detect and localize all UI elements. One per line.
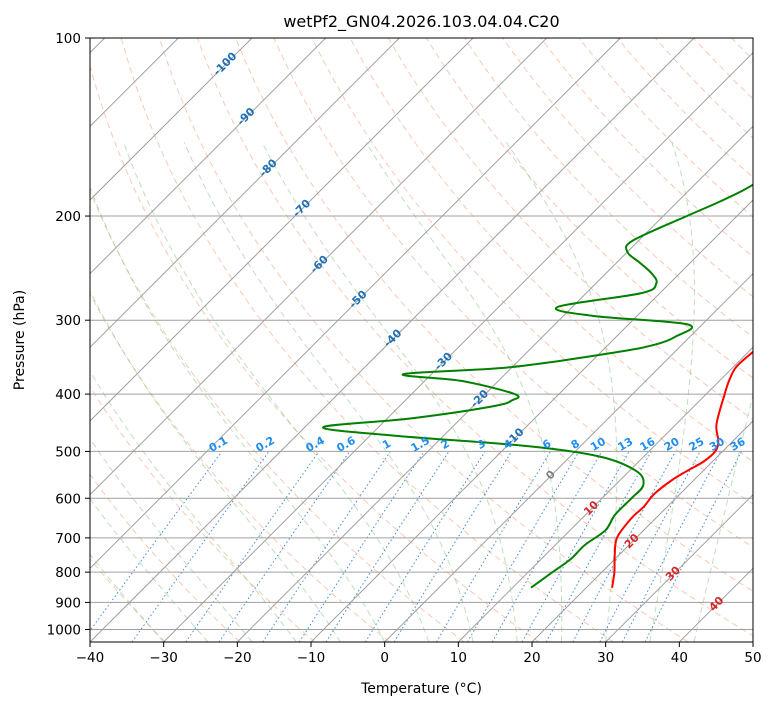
isotherm-line (90, 38, 695, 642)
y-tick-label: 300 (55, 313, 81, 329)
x-tick-label: −20 (223, 650, 252, 666)
isotherm-line (310, 199, 753, 642)
dry-adiabat-line (120, 38, 614, 642)
mixing-ratio-line (393, 451, 513, 642)
mixing-ratio-line (90, 451, 223, 632)
x-tick-label: −10 (297, 650, 326, 666)
dry-adiabat-line (158, 38, 689, 642)
mixing-ratio-line (572, 451, 676, 642)
dry-adiabat-line (425, 38, 753, 379)
isotherm-line (90, 38, 400, 349)
mixing-ratio-line (325, 451, 450, 642)
grid-lines (90, 38, 753, 642)
isotherm-line (384, 272, 753, 642)
temperature-profile-line (611, 350, 753, 588)
x-tick-label: 0 (380, 650, 389, 666)
x-tick-label: 50 (744, 650, 761, 666)
mixing-ratio-line (545, 451, 652, 642)
mixing-ratio-line (491, 451, 603, 642)
x-axis-label: Temperature (°C) (360, 681, 482, 697)
isotherm-line (605, 493, 753, 642)
isotherm-line (90, 38, 327, 275)
y-tick-label: 1000 (47, 622, 81, 638)
dry-adiabat-line (197, 38, 753, 637)
y-tick-label: 800 (55, 565, 81, 581)
dry-adiabat-line (90, 189, 465, 642)
x-tick-label: 20 (523, 650, 540, 666)
y-tick-label: 700 (55, 531, 81, 547)
dry-adiabat-line (311, 38, 753, 505)
isotherm-line (457, 346, 753, 642)
dry-adiabat-line (502, 38, 753, 298)
x-tick-label: 30 (597, 650, 614, 666)
mixing-ratio-line (521, 451, 630, 642)
y-tick-label: 500 (55, 444, 81, 460)
dry-adiabat-line (387, 38, 753, 421)
y-tick-label: 200 (55, 209, 81, 225)
dry-adiabat-line (90, 63, 540, 642)
mixing-ratio-line (435, 451, 552, 642)
isotherm-line (236, 125, 753, 642)
isotherm-line (90, 38, 474, 422)
profile-lines (322, 183, 753, 589)
mixing-ratio-line (467, 451, 580, 642)
mixing-ratio-line (131, 451, 270, 642)
axis-ticks: −40 −30 −20 −10 0 10 20 30 40 50 100 200 300 400 500 60… (47, 31, 762, 666)
y-axis-label: Pressure (hPa) (12, 290, 28, 390)
mixing-ratio-line (218, 451, 351, 642)
dry-adiabat-line (90, 292, 390, 642)
isotherm-line (163, 51, 753, 642)
x-tick-label: 40 (671, 650, 688, 666)
chart-title: wetPf2_GN04.2026.103.04.04.C20 (283, 12, 559, 32)
y-tick-label: 100 (55, 31, 81, 47)
isotherm-line (90, 38, 548, 496)
isotherm-line (90, 38, 253, 201)
x-tick-label: 10 (450, 650, 467, 666)
dry-adiabat-line (90, 385, 316, 642)
x-tick-label: −40 (76, 650, 105, 666)
plot-area-background (90, 38, 753, 642)
isotherm-line (531, 420, 753, 642)
dry-adiabat-line (235, 38, 753, 592)
x-tick-label: −30 (149, 650, 178, 666)
y-tick-label: 900 (55, 595, 81, 611)
y-tick-label: 600 (55, 491, 81, 507)
mixing-ratio-line (364, 451, 486, 642)
dewpoint-profile-line (322, 183, 753, 589)
y-tick-label: 400 (55, 387, 81, 403)
dry-adiabat-line (273, 38, 753, 548)
dry-adiabat-line (616, 38, 753, 179)
plot-frame (89, 37, 754, 643)
isotherm-line (90, 38, 621, 570)
